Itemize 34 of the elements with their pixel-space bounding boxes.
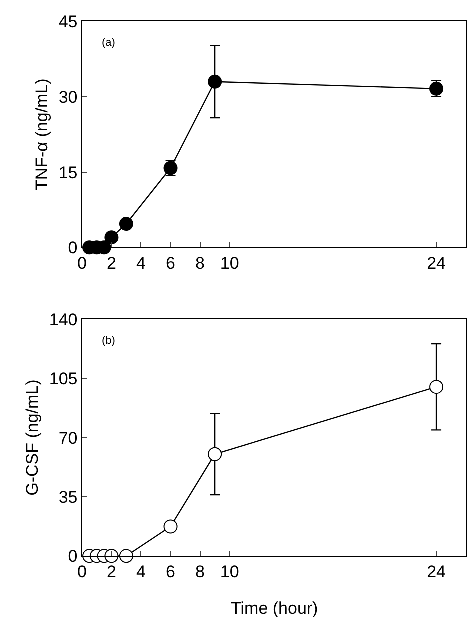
point [119,217,134,232]
point [104,230,119,245]
y-tick-label: 35 [58,488,78,507]
x-tick-label: 6 [166,562,176,582]
point [208,447,222,462]
point [119,549,134,564]
y-tick-label: 0 [68,238,78,258]
point [208,74,222,89]
x-tick-label: 2 [106,562,116,582]
x-tick-label: 4 [136,562,146,582]
point [430,380,444,394]
x-tick-label: 6 [166,254,176,274]
x-tick-label: 10 [220,254,240,274]
y-tick-label: 45 [58,12,78,32]
annotation: (b) [102,335,116,347]
y-axis-title: TNF-α (ng/mL) [32,78,52,191]
point [164,520,178,534]
x-tick-label: 8 [196,562,206,582]
y-axis-title: G-CSF (ng/mL) [22,380,42,496]
x-tick-label: 24 [427,254,446,274]
y-tick-label: 0 [68,547,78,566]
annotation: (a) [102,37,116,49]
x-tick-label: 4 [136,254,146,274]
y-tick-label: 140 [49,310,78,330]
y-tick-label: 15 [58,163,78,182]
y-tick-label: 105 [49,370,78,389]
x-tick-label: 8 [196,254,206,274]
x-tick-label: 24 [427,562,446,582]
y-tick-label: 70 [58,428,78,448]
x-tick-label: 2 [106,254,116,274]
x-tick-label: 10 [220,562,240,582]
x-axis-title: Time (hour) [231,599,318,618]
y-tick-label: 30 [58,88,78,107]
point [104,549,119,564]
